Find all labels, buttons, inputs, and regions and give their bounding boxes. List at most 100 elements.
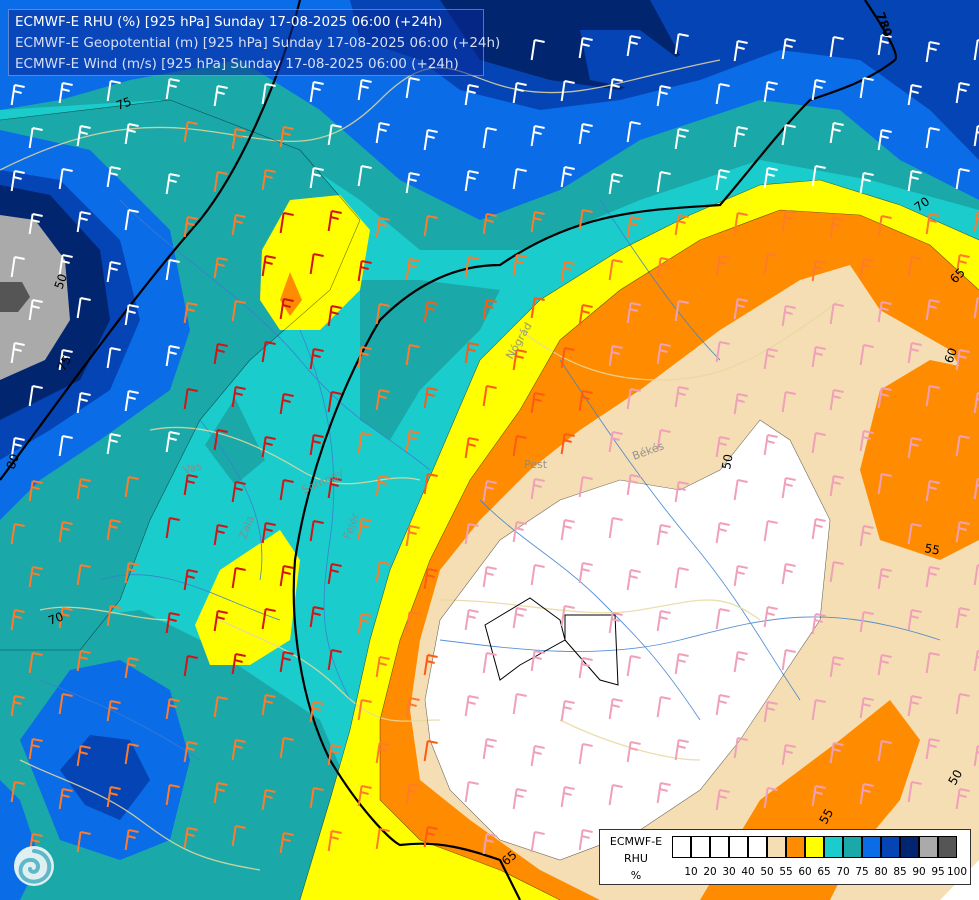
legend-tick-label: 50 [760,866,774,878]
wind-barb-feather [976,484,979,487]
wind-barb-icon [76,745,91,767]
wind-barb-feather [360,352,369,356]
wind-barb-feather [331,563,342,567]
wind-barb-feather [360,524,369,528]
wind-barb-feather [581,129,590,133]
wind-barb-icon [859,77,874,99]
wind-barb-icon [10,523,25,545]
wind-barb-feather [958,527,967,531]
wind-barb-staff [76,211,82,233]
wind-barb-feather [313,520,324,524]
wind-barb-feather [534,125,545,129]
wind-barb-icon [423,473,438,495]
wind-barb-feather [62,168,73,172]
wind-barb-feather [486,566,497,570]
wind-barb-icon [560,786,575,808]
wind-barb-feather [563,706,572,710]
contour-label: 55 [816,806,836,826]
wind-barb-icon [715,83,730,105]
wind-barb-feather [216,616,225,620]
wind-barb-feather [911,342,922,346]
wind-barb-icon [829,561,844,583]
wind-barb-feather [312,707,321,711]
wind-barb-feather [564,433,575,437]
wind-barb-staff [512,82,518,104]
wind-barb-feather [582,37,593,41]
wind-barb-feather [863,611,874,615]
wind-barb-icon [405,344,420,366]
wind-barb-feather [468,84,479,88]
wind-barb-feather [929,738,940,742]
wind-barb-feather [564,519,575,523]
wind-barb-staff [261,789,267,811]
wind-barb-feather [911,170,922,174]
wind-barb-icon [530,211,545,233]
wind-barb-feather [929,385,940,389]
wind-barb-staff [715,608,721,630]
wind-barb-feather [61,794,70,798]
wind-barb-feather [929,652,940,656]
wind-barb-feather [737,565,748,569]
wind-barb-feather [785,563,796,567]
wind-barb-feather [534,392,545,396]
wind-barb-feather [677,134,686,138]
wind-barb-staff [106,166,112,188]
wind-barb-icon [423,387,438,409]
wind-barb-feather [630,35,641,39]
wind-barb-staff [279,737,285,759]
wind-barb-icon [327,210,342,232]
wind-barb-icon [10,781,25,803]
wind-barb-staff [733,126,739,148]
wind-barb-feather [31,744,40,748]
wind-barb-feather [265,694,276,698]
wind-barb-feather [31,219,40,223]
wind-barb-staff [733,212,739,234]
wind-barb-staff [530,650,536,672]
wind-barb-feather [379,656,390,660]
wind-barb-feather [785,744,796,748]
wind-barb-feather [32,299,43,303]
wind-barb-feather [862,531,871,535]
wind-barb-icon [423,826,438,848]
wind-barb-staff [183,388,189,410]
wind-barb-feather [959,254,970,258]
wind-barb-icon [58,788,73,810]
wind-barb-staff [231,128,237,150]
wind-barb-feather [283,393,294,397]
place-label: Vas [181,459,203,477]
wind-barb-icon [28,213,43,235]
wind-barb-staff [656,696,662,718]
wind-barb-staff [405,77,411,99]
wind-barb-feather [863,430,874,434]
wind-barb-staff [811,260,817,282]
wind-barb-feather [468,695,479,699]
legend-tick-label: 65 [817,866,831,878]
wind-barb-icon [327,744,342,766]
wind-barb-icon [106,80,121,102]
wind-barb-feather [581,43,590,47]
wind-barb-feather [737,212,748,216]
wind-barb-feather [264,700,273,704]
wind-barb-staff [405,783,411,805]
isohypse-thin-lines [484,597,619,686]
wind-barb-feather [485,219,494,223]
wind-barb-feather [217,171,228,175]
wind-barb-icon [907,342,922,364]
wind-barb-feather [767,787,778,791]
wind-barb-staff [656,257,662,279]
wind-barb-feather [408,264,417,268]
wind-barb-feather [217,782,228,786]
wind-barb-feather [766,87,775,91]
wind-barb-feather [612,698,623,702]
wind-barb-feather [862,264,871,268]
wind-barb-staff [482,480,488,502]
wind-barb-icon [811,165,826,187]
wind-barb-feather [928,47,937,51]
wind-barb-feather [486,833,497,837]
wind-barb-icon [674,739,689,761]
wind-barb-feather [110,80,121,84]
legend-tick-label: 70 [836,866,850,878]
wind-barb-icon [375,303,390,325]
wind-barb-icon [183,121,198,143]
wind-barb-staff [608,431,614,453]
